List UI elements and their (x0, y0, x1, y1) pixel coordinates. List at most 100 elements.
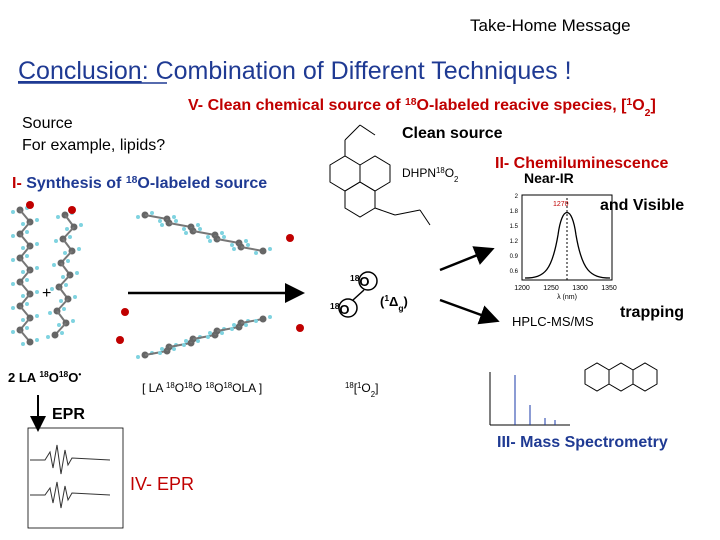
hydrogen (25, 326, 29, 330)
text-part: O (214, 381, 223, 395)
hydrogen (54, 239, 58, 243)
hydrogen (246, 243, 250, 247)
spectrum-x-tick: 1250 (543, 285, 559, 292)
hydrogen (71, 319, 75, 323)
text-part: V- Clean chemical source of (188, 97, 405, 114)
text-part: ( (380, 294, 385, 309)
text-part: O (632, 97, 644, 114)
spectrum-x-tick: 1200 (514, 285, 530, 292)
text-part: 18 (436, 166, 445, 175)
text-part: 18 (350, 273, 360, 283)
spectrum-y-tick: 1.5 (510, 224, 519, 230)
plus: + (42, 285, 51, 302)
hydrogen (184, 231, 188, 235)
hydrogen (150, 211, 154, 215)
hydrogen (63, 251, 67, 255)
text-part: 1 (357, 381, 361, 390)
title: Conclusion: Combination of Different Tec… (18, 57, 572, 85)
hydrogen (184, 339, 188, 343)
hydrogen (46, 335, 50, 339)
text-part: 18 (345, 381, 354, 390)
text-part: 18 (39, 369, 49, 379)
hydrogen (230, 243, 234, 247)
clean-source: Clean source (402, 125, 503, 142)
text-part: [ LA (142, 381, 166, 395)
atom (259, 315, 267, 323)
source-example: For example, lipids? (22, 137, 165, 154)
hydrogen (61, 275, 65, 279)
mass-spectrum (489, 372, 570, 426)
bond (240, 318, 264, 324)
hydrogen (160, 347, 164, 351)
hydrogen (208, 331, 212, 335)
hydrogen (21, 294, 25, 298)
hydrogen (75, 271, 79, 275)
hydrogen (158, 219, 162, 223)
hydrogen (232, 323, 236, 327)
texts: Take-Home Message Conclusion: Combination… (8, 16, 684, 494)
oxygen-atom (121, 308, 129, 316)
text-part: 18 (184, 381, 193, 390)
hydrogen (230, 327, 234, 331)
bond (168, 222, 192, 228)
bond (144, 350, 168, 356)
text-part: 2 LA (8, 370, 39, 385)
spectrum-x-tick: 1350 (601, 285, 617, 292)
hydrogen (182, 227, 186, 231)
text-part: O (361, 381, 370, 395)
section-ii: II- Chemiluminescence (495, 155, 668, 172)
hydrogen (59, 299, 63, 303)
bond (192, 230, 216, 236)
text-part: 1 (384, 293, 389, 303)
hydrogen (35, 218, 39, 222)
text-part: EPR (152, 474, 194, 494)
text-part: g (398, 303, 403, 313)
oxygen-atom (116, 336, 124, 344)
bond (216, 326, 240, 332)
hydrogen (11, 282, 15, 286)
text-part: 2 (454, 175, 458, 184)
hydrogen (172, 215, 176, 219)
hydrogen (79, 223, 83, 227)
spectrum-y-tick: 1.2 (510, 239, 519, 245)
oxygen-lower: 18O (330, 301, 350, 317)
hydrogen (160, 223, 164, 227)
lipid-radical: 2 LA 18O18O• (8, 369, 81, 385)
near-ir: Near-IR (524, 170, 574, 186)
hplc: HPLC-MS/MS (512, 314, 594, 329)
text-part: O (175, 381, 184, 395)
text-part: O (359, 274, 369, 289)
hydrogen (52, 263, 56, 267)
text-part: 18 (59, 369, 69, 379)
arrow (439, 298, 500, 325)
oxygen-ring (358, 271, 378, 291)
text-part: 2 (371, 390, 375, 399)
hydrogen (60, 331, 64, 335)
atom (259, 247, 267, 255)
text-part: O-labeled source (137, 175, 267, 192)
hydrogen (232, 247, 236, 251)
text-part: ] (650, 97, 655, 114)
hydrogen (11, 258, 15, 262)
hydrogen (268, 315, 272, 319)
hydrogen (21, 318, 25, 322)
hydrogen (244, 323, 248, 327)
hydrogen (182, 343, 186, 347)
text-part: ] (375, 381, 378, 395)
text-part: O (68, 370, 78, 385)
oxygen-atom (26, 201, 34, 209)
tetroxide: [ LA 18O18O 18O18OLA ] (142, 381, 262, 396)
bond (216, 238, 240, 244)
text-part: 18 (330, 301, 340, 311)
spectrum-x-tick: 1300 (572, 285, 588, 292)
section-iii: III- Mass Spectrometry (497, 434, 668, 451)
oxygen-atom (68, 206, 76, 214)
bond (168, 342, 192, 348)
text-part: O (339, 302, 349, 317)
hydrogen (35, 338, 39, 342)
hydrogen (268, 247, 272, 251)
hydrogen (25, 230, 29, 234)
double-bond (352, 289, 365, 301)
bond (192, 334, 216, 340)
text-part: Chemiluminescence (509, 155, 668, 172)
